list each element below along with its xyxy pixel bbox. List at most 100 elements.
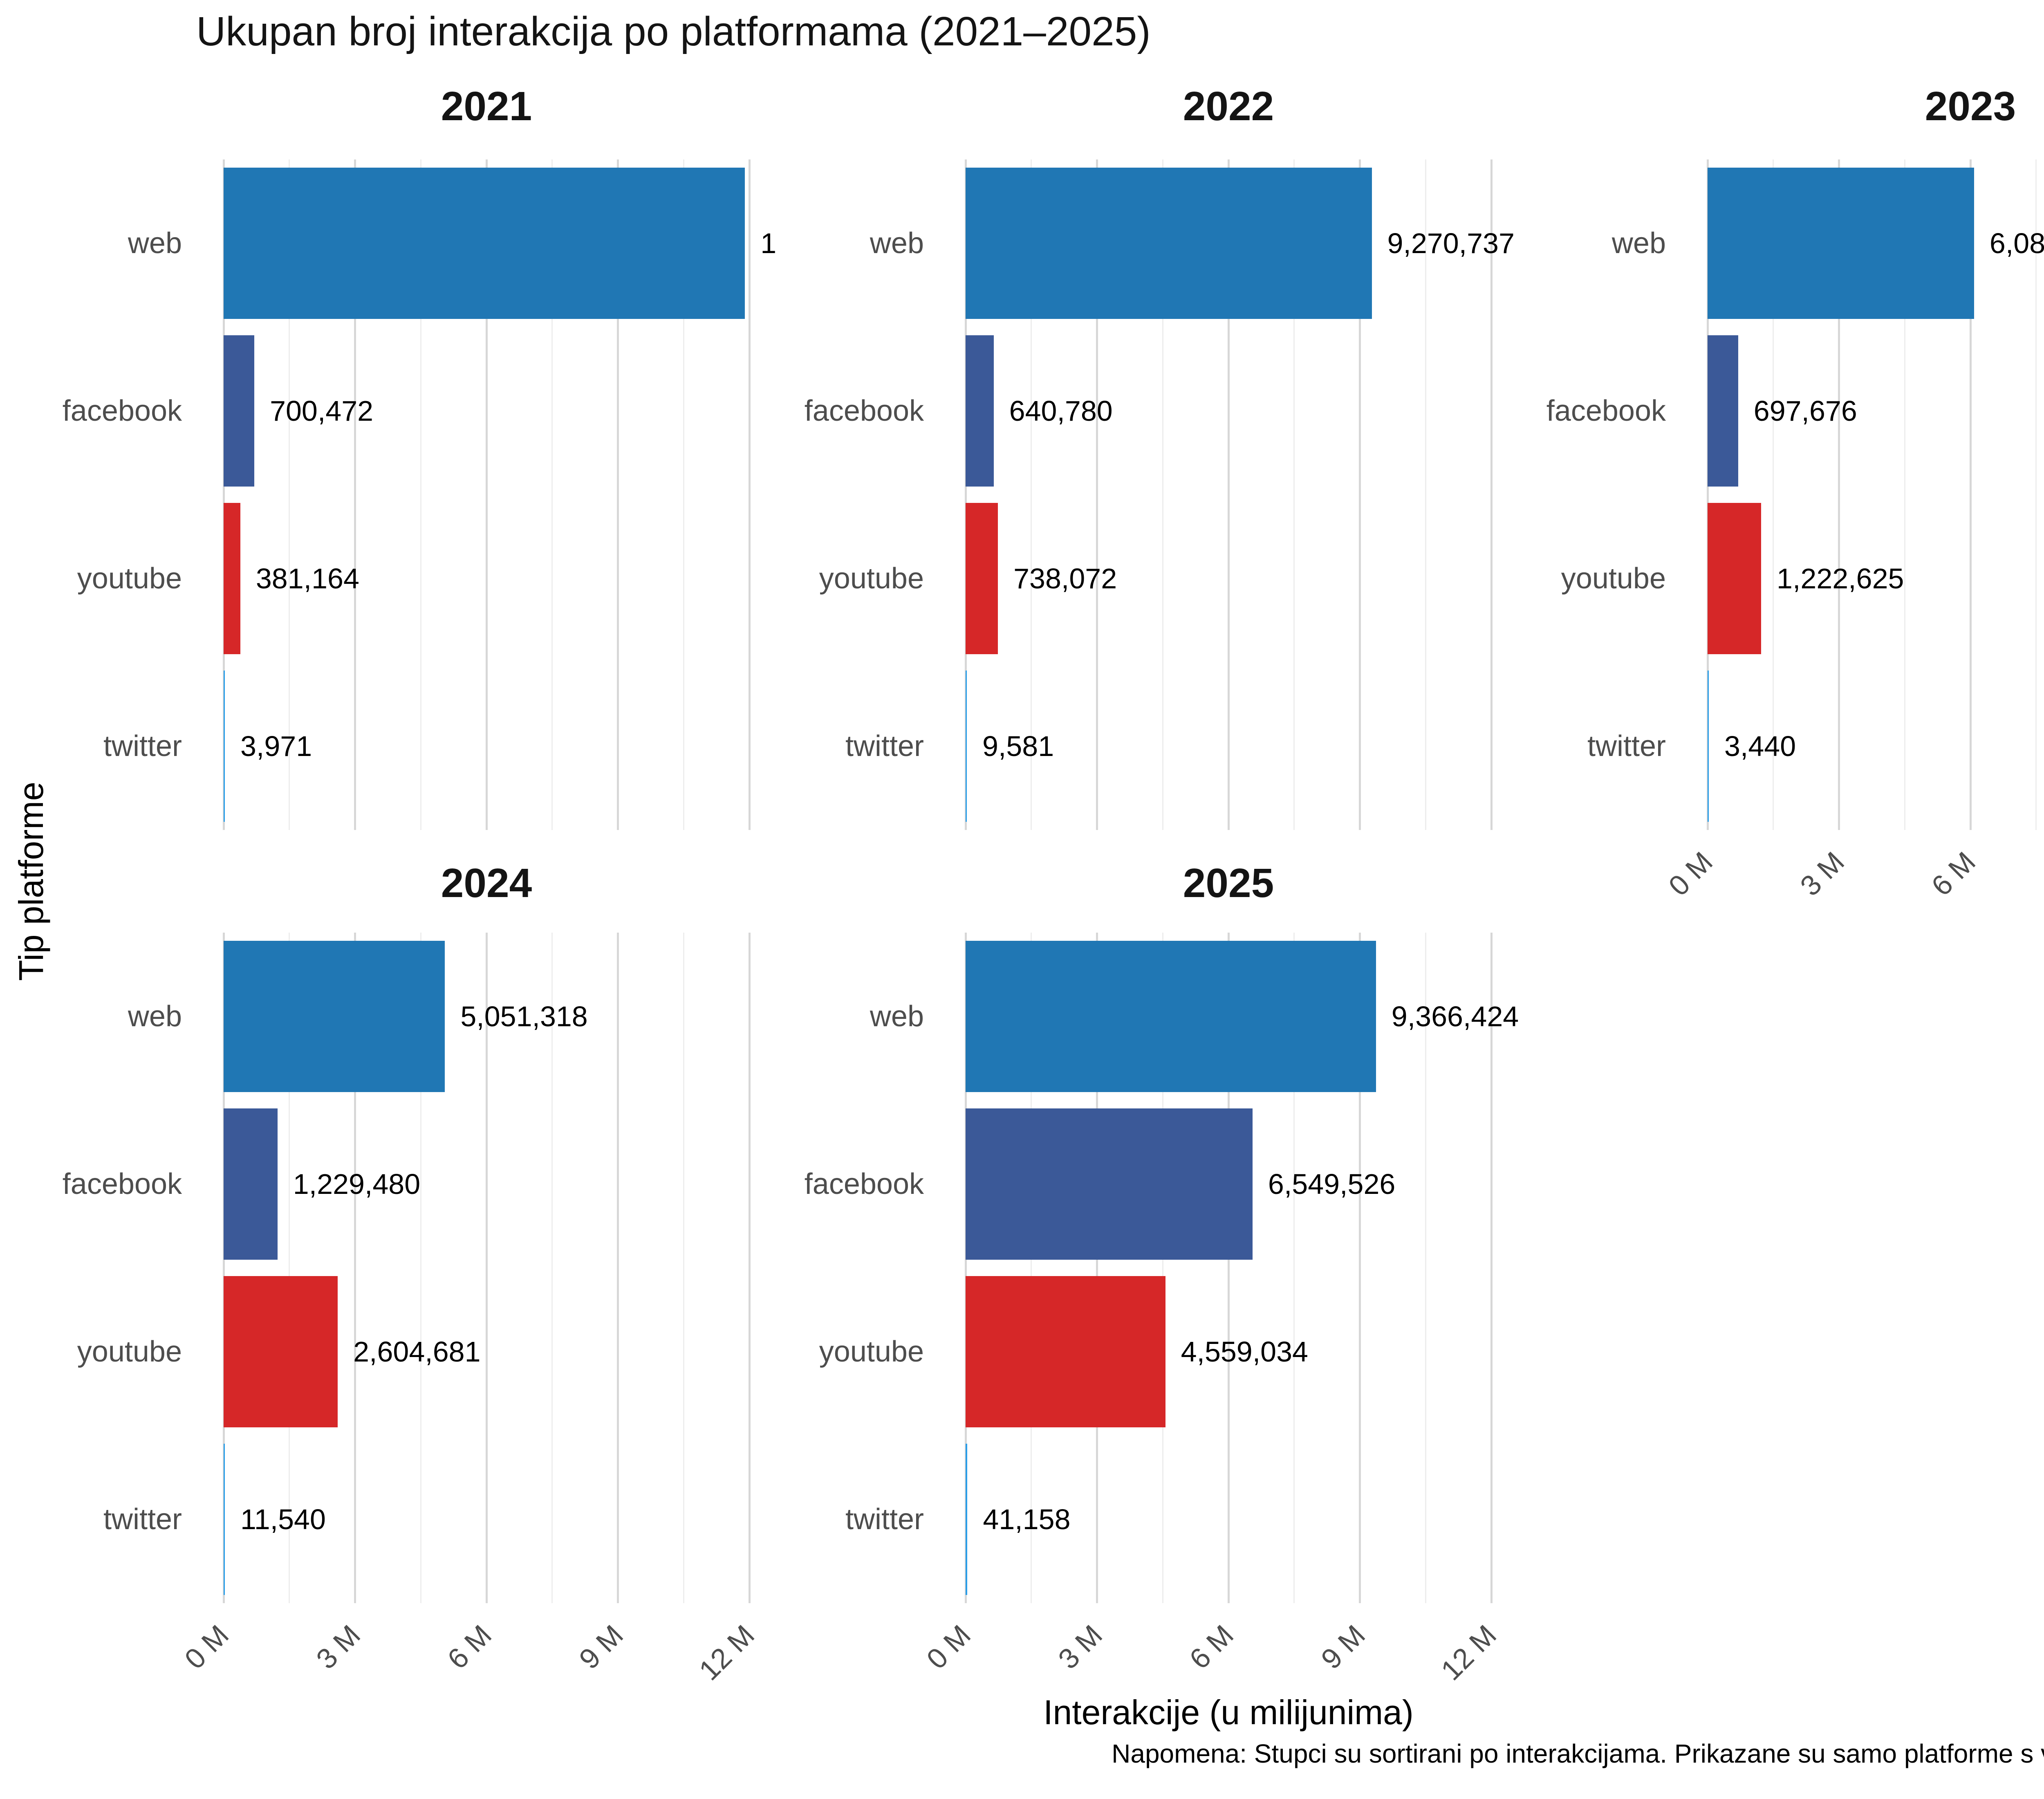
bar-web: [224, 168, 745, 319]
x-tick-label: 3 M: [310, 1619, 367, 1676]
gridline-minor: [1293, 159, 1295, 830]
bar-facebook: [224, 1108, 278, 1260]
gridline-major: [1096, 933, 1098, 1603]
bar-row-twitter: twitter 41,158: [845, 1436, 1511, 1603]
value-label-web: 1: [760, 227, 777, 259]
gridline-minor: [1425, 159, 1426, 830]
x-tick-label: 3 M: [1052, 1619, 1109, 1676]
value-label-twitter: 3,971: [240, 730, 312, 762]
bar-twitter: [224, 671, 225, 822]
category-label-facebook: facebook: [1546, 395, 1666, 427]
gridline-minor: [289, 159, 290, 830]
facet-title-2022: 2022: [1183, 83, 1274, 129]
bar-row-web: web 9,270,737: [870, 159, 1515, 327]
gridline-minor: [1293, 933, 1295, 1603]
gridline-minor: [1162, 933, 1163, 1603]
value-label-facebook: 697,676: [1753, 395, 1857, 427]
value-label-twitter: 11,540: [240, 1503, 326, 1535]
bar-row-twitter: twitter 3,971: [103, 662, 769, 830]
value-label-youtube: 381,164: [256, 563, 359, 594]
x-tick-label: 9 M: [1315, 1619, 1372, 1676]
gridline-major: [1227, 933, 1230, 1603]
bar-row-web: web 9,366,424: [870, 933, 1519, 1100]
bar-row-youtube: youtube 381,164: [77, 495, 769, 662]
gridline-major: [222, 933, 225, 1603]
value-label-web: 9,366,424: [1391, 1000, 1519, 1032]
value-label-web: 9,270,737: [1387, 227, 1515, 259]
x-tick-label: 6 M: [1925, 846, 1982, 902]
bar-facebook: [966, 335, 994, 487]
category-label-web: web: [870, 227, 924, 260]
x-tick-label: 6 M: [1183, 1619, 1240, 1676]
bar-web: [966, 941, 1376, 1092]
facet-panel-2021: web 1 facebook 700,472 youtube 381,164 twitter…: [63, 159, 776, 830]
bar-youtube: [966, 503, 998, 654]
facet-title-2023: 2023: [1925, 83, 2016, 129]
gridline-major: [354, 159, 356, 830]
category-label-youtube: youtube: [1561, 562, 1666, 595]
bar-row-youtube: youtube 738,072: [819, 495, 1511, 662]
bar-row-web: web 6,083,278: [1612, 159, 2044, 327]
value-label-youtube: 738,072: [1013, 563, 1117, 594]
x-tick-label: 12 M: [1435, 1619, 1503, 1687]
facet-panel-2023: web 6,083,278 facebook 697,676 youtube 1,222,…: [1546, 159, 2044, 830]
category-label-twitter: twitter: [845, 730, 924, 763]
bar-twitter: [224, 1444, 225, 1595]
gridline-minor: [1162, 159, 1163, 830]
bar-youtube: [224, 503, 240, 654]
value-label-youtube: 2,604,681: [353, 1336, 481, 1368]
bar-web: [966, 168, 1372, 319]
gridline-major: [485, 933, 488, 1603]
category-label-facebook: facebook: [804, 1168, 924, 1200]
category-label-web: web: [870, 1000, 924, 1033]
category-label-youtube: youtube: [819, 1335, 924, 1368]
bar-twitter: [966, 1444, 968, 1595]
value-label-facebook: 1,229,480: [293, 1168, 421, 1200]
value-label-twitter: 41,158: [983, 1503, 1071, 1535]
bar-row-web: web 5,051,318: [128, 933, 769, 1100]
facet-title-2025: 2025: [1183, 860, 1274, 906]
gridline-minor: [1425, 933, 1426, 1603]
category-label-twitter: twitter: [103, 1503, 182, 1536]
gridline-minor: [420, 159, 421, 830]
gridline-major: [1490, 933, 1493, 1603]
value-label-facebook: 700,472: [270, 395, 374, 427]
facet-panel-2022: web 9,270,737 facebook 640,780 youtube 738,07…: [805, 159, 1515, 830]
x-tick-label: 0 M: [920, 1619, 977, 1676]
value-label-web: 6,083,278: [1989, 227, 2044, 259]
gridline-major: [1359, 159, 1361, 830]
facet-title-2024: 2024: [441, 860, 532, 906]
gridline-major: [1359, 933, 1361, 1603]
bar-row-twitter: twitter 9,581: [845, 662, 1511, 830]
gridline-minor: [1031, 933, 1032, 1603]
x-tick-label: 6 M: [441, 1619, 498, 1676]
x-axis-title: Interakcije (u milijunima): [1043, 1693, 1414, 1732]
gridline-major: [617, 159, 619, 830]
bar-row-youtube: youtube 1,222,625: [1561, 495, 2044, 662]
bar-web: [1708, 168, 1974, 319]
gridline-minor: [289, 933, 290, 1603]
bar-row-youtube: youtube 2,604,681: [77, 1268, 769, 1436]
category-label-twitter: twitter: [1587, 730, 1666, 763]
x-axis-ticks-2023: 0 M3 M6 M9 M12 M: [1663, 833, 2044, 948]
gridline-major: [222, 159, 225, 830]
bar-facebook: [966, 1108, 1253, 1260]
category-label-web: web: [1611, 227, 1666, 260]
gridline-minor: [1904, 159, 1905, 830]
gridline-minor: [2035, 159, 2037, 830]
bar-row-youtube: youtube 4,559,034: [819, 1268, 1511, 1436]
bar-row-facebook: facebook 697,676: [1546, 327, 2044, 495]
x-tick-label: 3 M: [1794, 846, 1851, 902]
x-tick-label: 9 M: [573, 1619, 630, 1676]
chart-footnote: Napomena: Stupci su sortirani po interak…: [1112, 1739, 2044, 1768]
gridline-major: [1490, 159, 1493, 830]
gridline-major: [1969, 159, 1972, 830]
category-label-facebook: facebook: [62, 1168, 182, 1200]
category-label-youtube: youtube: [819, 562, 924, 595]
bar-row-twitter: twitter 11,540: [103, 1436, 769, 1603]
gridline-major: [1096, 159, 1098, 830]
gridline-minor: [1773, 159, 1774, 830]
x-tick-label: 0 M: [1662, 846, 1719, 902]
bar-row-facebook: facebook 700,472: [63, 327, 769, 495]
gridline-major: [1706, 159, 1709, 830]
